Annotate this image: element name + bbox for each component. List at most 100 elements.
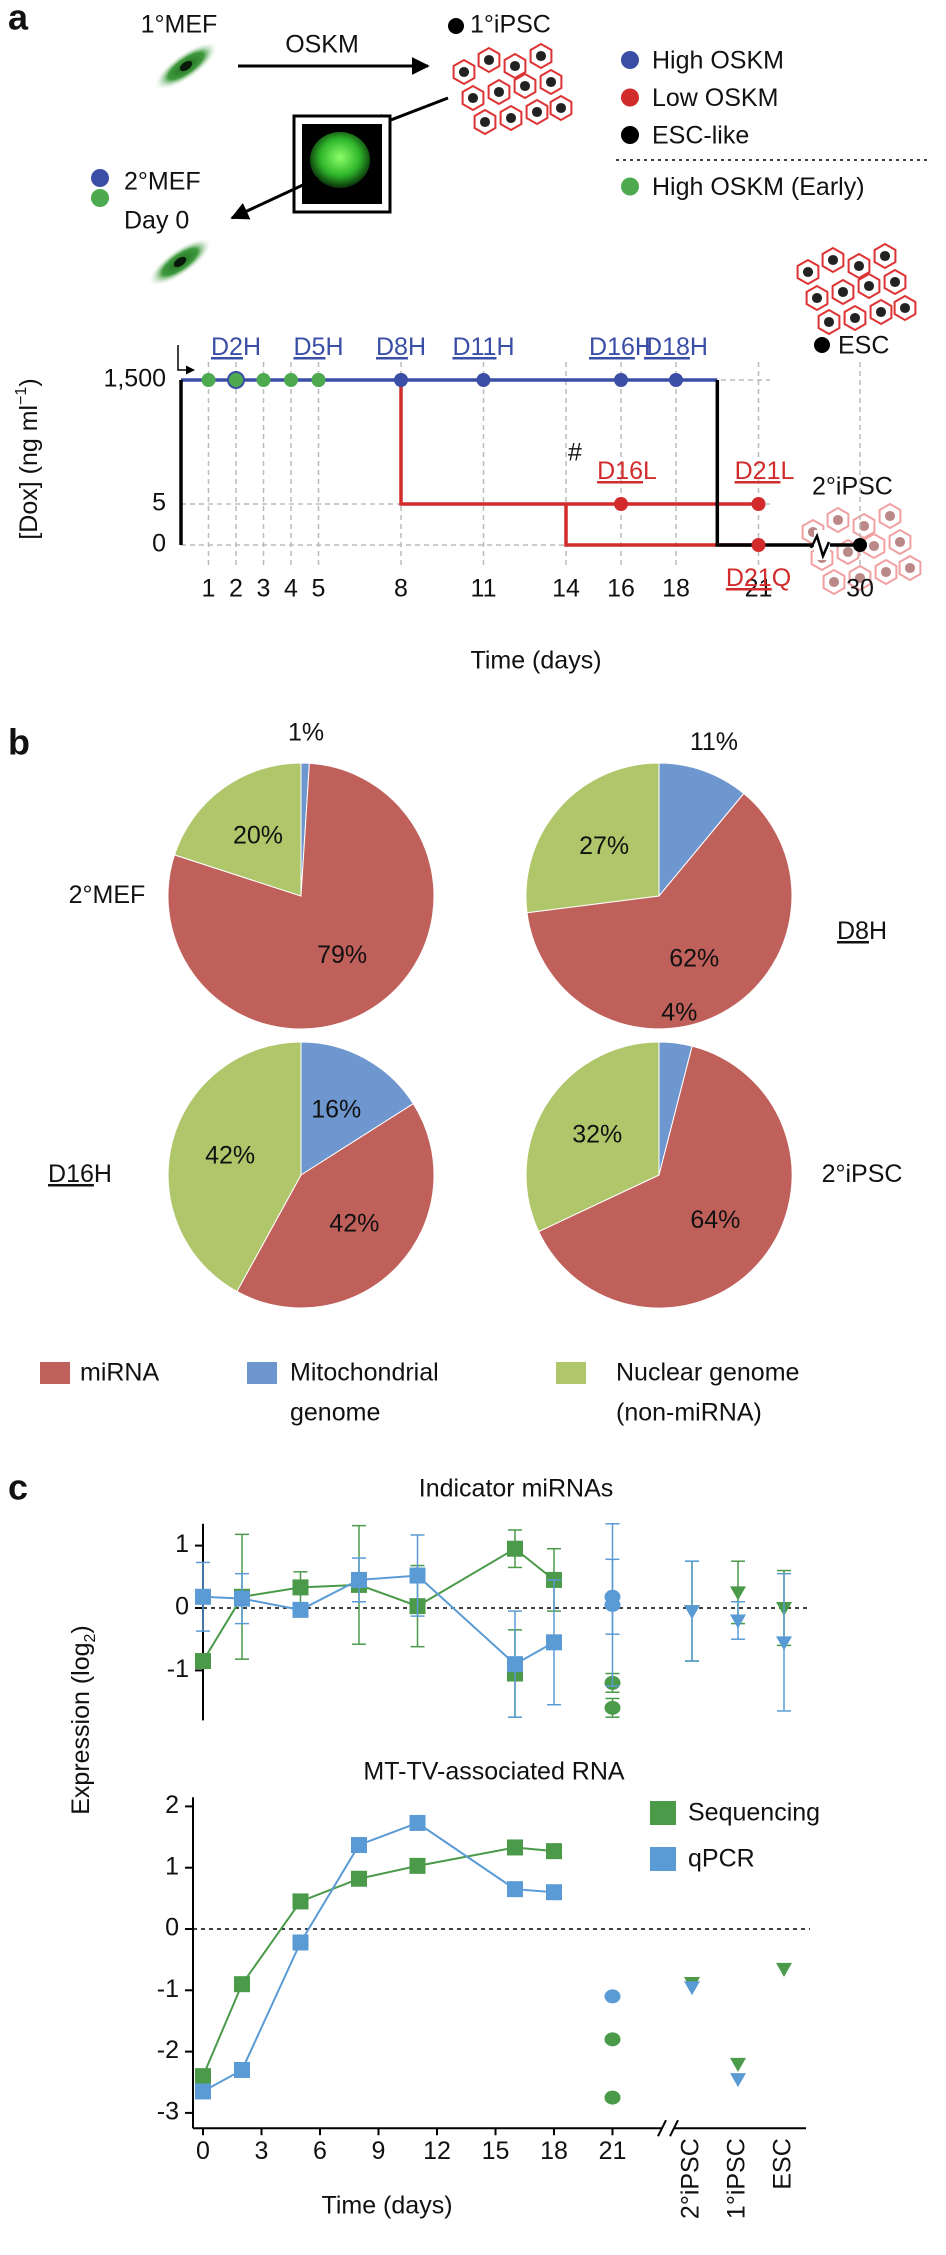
x-axis-label: Time (days)	[470, 647, 601, 675]
pie-title-part: H	[869, 917, 887, 945]
panel-label: b	[8, 722, 30, 763]
x-tick-label: 30	[846, 575, 874, 603]
axis-break	[669, 2119, 679, 2137]
point	[409, 1857, 426, 1874]
pie-title-part: D16	[48, 1160, 94, 1188]
point-label: D18H	[644, 333, 708, 361]
point-label-part: H	[243, 333, 261, 361]
point-label-part: D16	[597, 457, 643, 485]
diagram-label: 2°MEF	[124, 168, 201, 196]
point-label-part: H	[690, 333, 708, 361]
pie-slice	[525, 1041, 660, 1233]
y-tick-label: 1,500	[103, 365, 166, 393]
pie-value-label: 62%	[669, 945, 719, 973]
x-tick-label: 6	[313, 2137, 327, 2165]
x-tick-label: 0	[196, 2137, 210, 2165]
pie-title-part: 2°MEF	[69, 881, 146, 909]
pie-value-label: 42%	[329, 1210, 379, 1238]
point	[234, 1976, 250, 1993]
nucleus	[828, 576, 840, 588]
diagram-label: ESC	[838, 332, 889, 360]
pie-value-label: 42%	[205, 1141, 255, 1169]
point-label-part: H	[635, 333, 653, 361]
nucleus	[802, 266, 814, 278]
point	[394, 373, 408, 387]
pie-slice	[526, 792, 793, 1030]
y-axis-label-part: −1	[13, 387, 30, 405]
point	[507, 1839, 523, 1856]
point-label: D16H	[589, 333, 653, 361]
point	[546, 1843, 562, 1860]
legend-label: genome	[290, 1399, 380, 1427]
pie-value-label: 64%	[690, 1206, 740, 1234]
point-label: D5H	[293, 333, 343, 361]
y-axis-label-part: 2	[82, 1633, 99, 1642]
pie-slice	[173, 762, 302, 897]
point	[195, 1588, 211, 1605]
point-label: D21L	[735, 457, 795, 485]
x-tick-label: 1	[202, 575, 216, 603]
point-label-part: D18	[644, 333, 690, 361]
pie-title: D16H	[48, 1160, 112, 1188]
x-tick-label: 8	[394, 575, 408, 603]
nucleus	[837, 286, 849, 298]
point-label-part: D21	[735, 457, 781, 485]
point-label: D8H	[376, 333, 426, 361]
nucleus	[505, 112, 517, 124]
category-point	[776, 1962, 792, 1977]
legend-label: High OSKM	[652, 47, 784, 75]
series-line	[202, 1547, 555, 1662]
x-tick-label: 21	[745, 575, 773, 603]
point-label-part: H	[325, 333, 343, 361]
point-label-part: Q	[772, 564, 791, 592]
x-tick-label: 15	[482, 2137, 510, 2165]
point	[507, 1656, 523, 1673]
diagram-label: 1°MEF	[141, 11, 218, 39]
legend-marker	[621, 88, 639, 107]
x-tick-label: 3	[257, 575, 271, 603]
category-point	[730, 2057, 746, 2072]
nucleus	[899, 302, 911, 314]
nucleus	[467, 92, 479, 104]
pie-slice	[658, 762, 745, 898]
category-label: 1°iPSC	[723, 2138, 751, 2219]
y-axis-label-part: )	[15, 378, 43, 386]
nucleus	[875, 306, 887, 318]
x-tick-label: 2	[229, 575, 243, 603]
nucleus	[863, 280, 875, 292]
mef-cell	[147, 237, 213, 287]
pie-value-label: 11%	[690, 728, 738, 756]
point	[351, 1837, 367, 1854]
point	[292, 1579, 309, 1596]
nucleus	[879, 250, 891, 262]
point-label-part: D2	[211, 333, 243, 361]
category-label: ESC	[769, 2138, 797, 2189]
legend-swatch	[650, 1801, 676, 1825]
x-tick-label: 3	[255, 2137, 269, 2165]
point	[409, 1814, 426, 1831]
point	[546, 1634, 562, 1651]
late-point	[604, 2032, 621, 2047]
legend-label: Sequencing	[688, 1799, 820, 1827]
nucleus	[811, 292, 823, 304]
nucleus	[479, 116, 491, 128]
chart-title: Indicator miRNAs	[419, 1475, 614, 1503]
nucleus	[904, 562, 916, 574]
point-label-part: D21	[726, 564, 772, 592]
point	[751, 497, 766, 511]
nucleus	[894, 536, 906, 548]
pie-slice	[538, 1045, 793, 1309]
late-point	[604, 1700, 621, 1715]
y-tick-label: 1	[165, 1852, 179, 1880]
pie-value-label: 1%	[288, 718, 324, 746]
legend-swatch	[40, 1362, 70, 1384]
annotation: #	[568, 439, 582, 467]
pie-value-label: 79%	[317, 941, 367, 969]
legend-label: Mitochondrial	[290, 1359, 439, 1387]
nucleus	[555, 102, 567, 114]
y-tick-label: 0	[152, 530, 166, 558]
point	[476, 373, 491, 387]
point	[284, 373, 298, 387]
nucleus	[493, 86, 505, 98]
